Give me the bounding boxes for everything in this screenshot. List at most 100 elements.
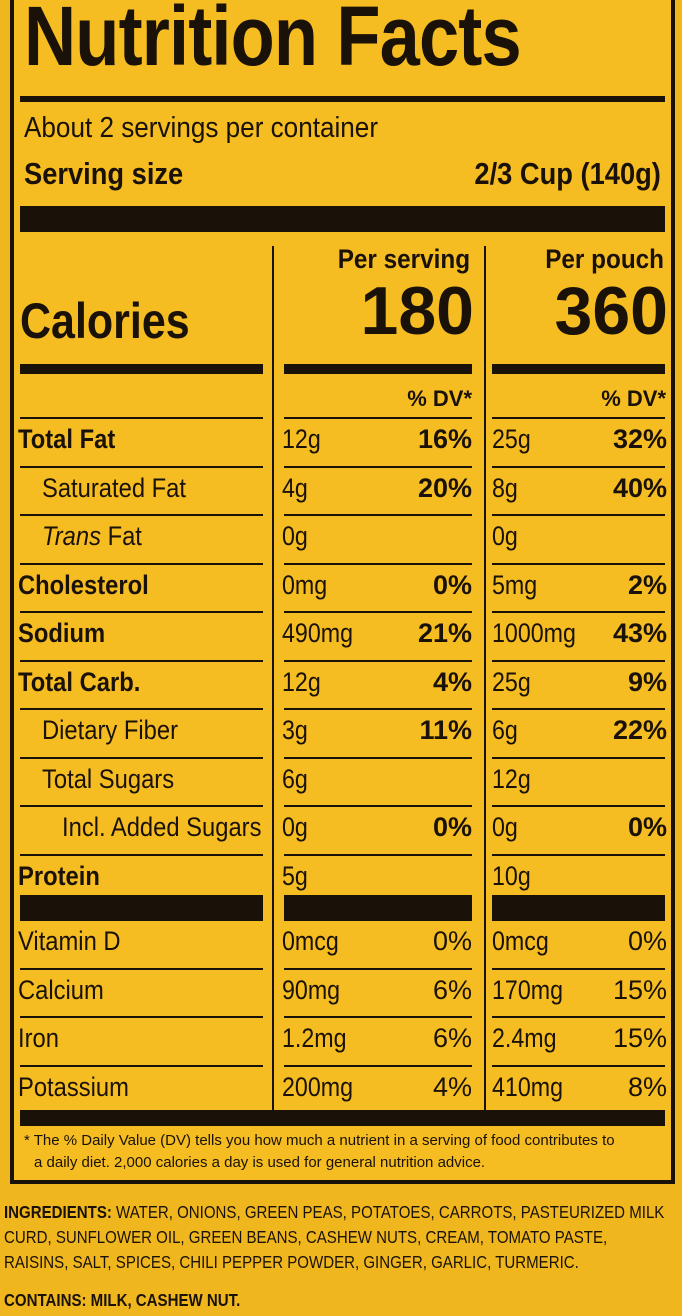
amount-per-serving: 490mg <box>282 618 354 648</box>
dv-per-pouch: 9% <box>627 666 667 697</box>
thick-rule-bottom <box>20 1110 665 1126</box>
row-divider <box>492 805 665 807</box>
table-row: Iron 1.2mg 6% 2.4mg 15% <box>14 1017 671 1065</box>
row-divider <box>492 1016 665 1018</box>
row-divider <box>20 1064 263 1067</box>
divider-left <box>272 246 274 1110</box>
row-divider <box>284 853 472 856</box>
row-divider <box>284 756 472 759</box>
nutrient-label: Total Carb. <box>18 666 141 697</box>
row-divider <box>20 967 263 970</box>
nutrient-label: Potassium <box>18 1071 129 1102</box>
calories-rule-label <box>20 364 263 374</box>
row-divider <box>284 417 472 419</box>
dv-per-pouch: 43% <box>612 618 667 648</box>
amount-per-serving: 6g <box>282 763 308 794</box>
nutrient-label: Iron <box>18 1023 59 1053</box>
contains-statement: CONTAINS: MILK, CASHEW NUT. <box>4 1290 241 1310</box>
amount-per-pouch: 1000mg <box>492 618 576 648</box>
dv-per-serving: 6% <box>432 974 472 1005</box>
row-divider <box>492 562 665 565</box>
dv-per-pouch: 32% <box>612 424 667 454</box>
dv-per-serving: 6% <box>432 1023 472 1053</box>
table-row: Protein 5g 10g <box>14 855 671 903</box>
table-row: Total Carb. 12g 4% 25g 9% <box>14 661 671 709</box>
calories-per-pouch: 360 <box>554 273 668 349</box>
nutrient-label: Vitamin D <box>18 926 121 956</box>
dv-per-serving: 21% <box>417 618 472 648</box>
serving-size-label: Serving size <box>24 156 184 191</box>
dv-per-pouch: 22% <box>612 715 667 745</box>
vitamin-rule-col1 <box>284 895 472 921</box>
row-divider <box>284 1016 472 1018</box>
table-row: Cholesterol 0mg 0% 5mg 2% <box>14 564 671 612</box>
amount-per-pouch: 170mg <box>492 974 564 1005</box>
amount-per-pouch: 8g <box>492 472 518 503</box>
table-row: Vitamin D 0mcg 0% 0mcg 0% <box>14 920 671 968</box>
ingredients-label: INGREDIENTS: <box>4 1202 112 1222</box>
nutrient-label-italic: Trans <box>42 521 101 551</box>
dv-per-pouch: 8% <box>627 1071 667 1102</box>
dv-per-pouch: 2% <box>627 569 667 600</box>
row-divider <box>20 417 263 419</box>
vitamin-rule-col2 <box>492 895 665 921</box>
table-row: Potassium 200mg 4% 410mg 8% <box>14 1066 671 1114</box>
divider-right <box>484 246 486 1110</box>
table-row: Incl. Added Sugars 0g 0% 0g 0% <box>14 806 671 854</box>
row-divider <box>492 967 665 970</box>
row-divider <box>284 805 472 807</box>
row-divider <box>20 756 263 759</box>
amount-per-serving: 0g <box>282 812 308 842</box>
row-divider <box>20 708 263 710</box>
amount-per-serving: 12g <box>282 424 321 454</box>
row-divider <box>492 708 665 710</box>
row-divider <box>20 1016 263 1018</box>
amount-per-serving: 0mcg <box>282 926 339 956</box>
row-divider <box>284 708 472 710</box>
row-divider <box>20 805 263 807</box>
row-divider <box>492 1064 665 1067</box>
dv-per-pouch: 40% <box>612 472 667 503</box>
dv-header-col1: % DV* <box>407 386 472 411</box>
thick-rule-top <box>20 206 665 232</box>
row-divider <box>492 611 665 613</box>
table-row: Trans Fat 0g 0g <box>14 515 671 563</box>
table-row: Dietary Fiber 3g 11% 6g 22% <box>14 709 671 757</box>
row-divider <box>20 853 263 856</box>
dv-header-col2: % DV* <box>601 386 666 411</box>
ingredients-text: WATER, ONIONS, GREEN PEAS, POTATOES, CAR… <box>4 1202 665 1272</box>
dv-per-pouch: 0% <box>627 926 667 956</box>
nutrient-label: Dietary Fiber <box>42 715 179 745</box>
amount-per-pouch: 25g <box>492 424 531 454</box>
row-divider <box>284 1064 472 1067</box>
footnote: * The % Daily Value (DV) tells you how m… <box>24 1130 674 1174</box>
row-divider <box>284 465 472 468</box>
amount-per-pouch: 10g <box>492 860 531 891</box>
col2-header: Per pouch <box>545 244 664 274</box>
amount-per-serving: 200mg <box>282 1071 354 1102</box>
dv-per-serving: 0% <box>432 926 472 956</box>
dv-per-serving: 0% <box>432 812 472 842</box>
amount-per-pouch: 6g <box>492 715 518 745</box>
row-divider <box>284 611 472 613</box>
serving-size-value: 2/3 Cup (140g) <box>474 156 661 191</box>
dv-per-serving: 11% <box>419 715 472 745</box>
calories-per-serving: 180 <box>360 273 474 349</box>
nutrient-label: Protein <box>18 860 100 891</box>
row-divider <box>20 659 263 662</box>
amount-per-serving: 4g <box>282 472 308 503</box>
amount-per-pouch: 5mg <box>492 569 538 600</box>
amount-per-serving: 12g <box>282 666 321 697</box>
amount-per-pouch: 0mcg <box>492 926 549 956</box>
nutrient-label: Saturated Fat <box>42 472 186 503</box>
vitamin-rule-label <box>20 895 263 921</box>
row-divider <box>284 967 472 970</box>
amount-per-serving: 0mg <box>282 569 328 600</box>
row-divider <box>492 417 665 419</box>
row-divider <box>20 611 263 613</box>
calories-rule-col2 <box>492 364 665 374</box>
panel-title: Nutrition Facts <box>24 0 522 83</box>
amount-per-serving: 3g <box>282 715 308 745</box>
dv-per-serving: 16% <box>417 424 472 454</box>
servings-per-container: About 2 servings per container <box>24 112 379 144</box>
